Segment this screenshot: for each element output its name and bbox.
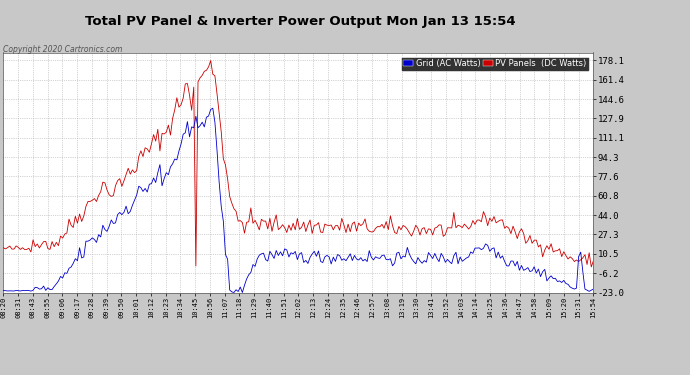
Text: Total PV Panel & Inverter Power Output Mon Jan 13 15:54: Total PV Panel & Inverter Power Output M… [85, 15, 515, 28]
Legend: Grid (AC Watts), PV Panels  (DC Watts): Grid (AC Watts), PV Panels (DC Watts) [401, 57, 589, 70]
Text: Copyright 2020 Cartronics.com: Copyright 2020 Cartronics.com [3, 45, 123, 54]
